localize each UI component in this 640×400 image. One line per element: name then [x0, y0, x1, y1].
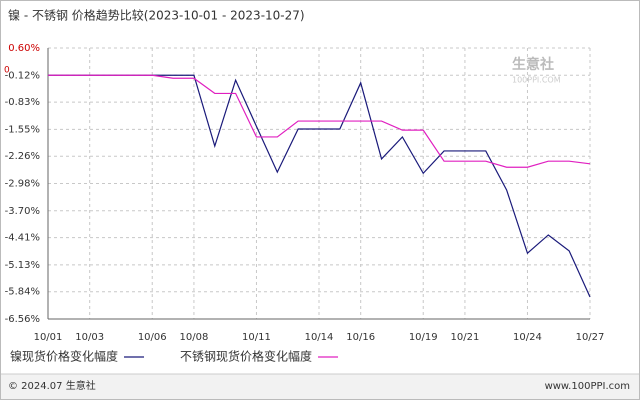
watermark: 100PPI.COM	[512, 76, 561, 85]
y-tick-label: -0.12%	[5, 70, 40, 81]
x-tick-label: 10/14	[305, 332, 334, 343]
y-tick-label: -1.55%	[5, 124, 40, 135]
x-tick-label: 10/27	[576, 332, 605, 343]
footer-band	[1, 374, 639, 399]
zero-label: 0	[4, 66, 10, 76]
x-tick-label: 10/08	[180, 332, 209, 343]
watermark: 生意社	[512, 56, 554, 73]
y-tick-label: -0.83%	[5, 97, 40, 108]
series-line	[48, 74, 591, 168]
x-tick-label: 10/21	[451, 332, 480, 343]
x-tick-label: 10/06	[138, 332, 167, 343]
footer-right: www.100PPI.com	[545, 381, 630, 392]
y-tick-label: -4.41%	[5, 233, 40, 244]
x-tick-label: 10/03	[75, 332, 104, 343]
y-tick-label: -5.84%	[5, 287, 40, 298]
y-tick-label: -2.98%	[5, 179, 40, 190]
legend-label: 不锈钢现货价格变化幅度	[180, 349, 312, 364]
x-tick-label: 10/16	[346, 332, 375, 343]
y-tick-label: -2.26%	[5, 151, 40, 162]
y-tick-label: -6.56%	[5, 314, 40, 325]
x-tick-label: 10/11	[242, 332, 271, 343]
x-tick-label: 10/01	[34, 332, 63, 343]
y-tick-label: -3.70%	[5, 206, 40, 217]
x-tick-label: 10/19	[409, 332, 438, 343]
y-tick-label: 0.60%	[8, 43, 40, 54]
chart-title: 镍 - 不锈钢 价格趋势比较(2023-10-01 - 2023-10-27)	[8, 8, 305, 23]
legend-label: 镍现货价格变化幅度	[10, 349, 118, 364]
footer-left: © 2024.07 生意社	[8, 379, 96, 392]
y-tick-label: -5.13%	[5, 260, 40, 271]
x-tick-label: 10/24	[513, 332, 542, 343]
